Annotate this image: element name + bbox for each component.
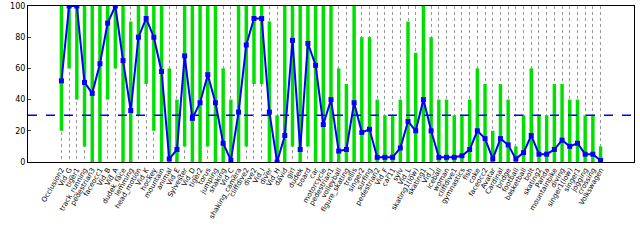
svg-text:shaking_camera: shaking_camera [208, 167, 244, 221]
svg-text:0: 0 [20, 158, 25, 167]
svg-text:diving: diving [549, 167, 567, 189]
svg-text:mountain: mountain [143, 167, 167, 200]
svg-text:woman: woman [432, 167, 452, 193]
svg-text:Volkswagen: Volkswagen [578, 167, 606, 207]
svg-text:Vid_H: Vid_H [265, 167, 282, 188]
svg-text:pedestrian3: pedestrian3 [69, 167, 97, 207]
svg-text:dudek_face: dudek_face [101, 167, 128, 206]
svg-text:bolt: bolt [522, 166, 536, 182]
svg-text:skating2: skating2 [522, 167, 544, 197]
svg-text:crossing: crossing [576, 167, 597, 196]
svg-text:figure_skating: figure_skating [320, 167, 352, 214]
svg-text:dudek: dudek [287, 166, 305, 190]
svg-text:Cardinal: Cardinal [484, 167, 505, 196]
svg-text:surfing: surfing [355, 167, 374, 192]
svg-text:tiger2: tiger2 [188, 167, 205, 189]
svg-text:cliffdive2: cliffdive2 [228, 167, 251, 199]
svg-text:Occlusion2: Occlusion2 [40, 167, 66, 204]
svg-text:board: board [296, 167, 313, 189]
svg-text:Vid_I: Vid_I [251, 167, 266, 185]
svg-text:60: 60 [15, 64, 25, 73]
svg-text:head_motion: head_motion [114, 167, 144, 210]
svg-text:track_running: track_running [58, 167, 89, 213]
svg-text:Avatar: Avatar [479, 167, 497, 191]
svg-text:Vid_K: Vid_K [134, 166, 151, 187]
svg-text:40: 40 [15, 95, 25, 104]
svg-text:bridge: bridge [495, 167, 513, 190]
svg-text:Vid_J: Vid_J [421, 167, 436, 185]
svg-text:gymnastics: gymnastics [440, 166, 467, 205]
svg-text:Vid_E: Vid_E [165, 167, 181, 187]
svg-text:singer1: singer1 [562, 167, 582, 194]
svg-text:Vid_F: Vid_F [373, 167, 389, 187]
svg-text:animal: animal [155, 167, 174, 192]
svg-text:Vid_A: Vid_A [104, 166, 121, 187]
svg-text:shaking: shaking [207, 167, 228, 195]
svg-text:motorcycle: motorcycle [302, 167, 328, 205]
svg-text:Vid_B: Vid_B [96, 166, 113, 187]
svg-text:football: football [500, 167, 520, 194]
svg-text:skating1(low): skating1(low) [390, 166, 421, 211]
svg-text:Vid_G: Vid_G [57, 167, 74, 188]
svg-text:cliffdive1: cliffdive1 [436, 167, 459, 199]
svg-text:mountainbike: mountainbike [528, 167, 559, 212]
svg-text:Vid_D: Vid_D [180, 167, 197, 188]
svg-text:Vid_L: Vid_L [397, 167, 413, 187]
svg-text:sylv: sylv [391, 167, 405, 183]
svg-text:hockey: hockey [139, 167, 158, 193]
svg-text:pedestrian2: pedestrian2 [354, 167, 382, 207]
svg-text:coke: coke [467, 167, 482, 185]
svg-text:faceocc1: faceocc1 [82, 167, 105, 198]
svg-text:diver: diver [258, 167, 274, 186]
svg-text:tiger1: tiger1 [64, 167, 81, 189]
svg-text:Panda: Panda [534, 167, 552, 190]
svg-text:car11: car11 [380, 167, 397, 188]
svg-text:80: 80 [15, 33, 25, 42]
svg-text:Vid_C: Vid_C [219, 167, 236, 188]
svg-text:jogging: jogging [570, 167, 590, 194]
svg-text:torus: torus [197, 166, 213, 186]
svg-text:iceball: iceball [425, 167, 443, 191]
svg-text:dive2: dive2 [242, 167, 259, 188]
svg-text:car: car [308, 167, 320, 181]
svg-text:singer1(low): singer1(low) [546, 166, 575, 208]
svg-text:volleyball: volleyball [320, 167, 344, 200]
svg-text:20: 20 [15, 127, 25, 136]
svg-text:pedestrian1: pedestrian1 [308, 167, 336, 207]
svg-text:fish: fish [461, 167, 474, 182]
svg-text:basketball: basketball [503, 167, 528, 202]
svg-text:skating1: skating1 [406, 167, 428, 197]
svg-text:100: 100 [10, 2, 25, 11]
svg-text:trellis: trellis [342, 166, 359, 187]
svg-text:faceocc2: faceocc2 [467, 167, 490, 198]
svg-text:jumping: jumping [199, 167, 221, 197]
svg-text:lemming: lemming [113, 167, 135, 198]
svg-text:girl: girl [285, 167, 298, 181]
svg-text:david: david [273, 167, 290, 188]
svg-text:Sylvester: Sylvester [166, 167, 189, 199]
svg-text:singer2: singer2 [347, 167, 367, 194]
